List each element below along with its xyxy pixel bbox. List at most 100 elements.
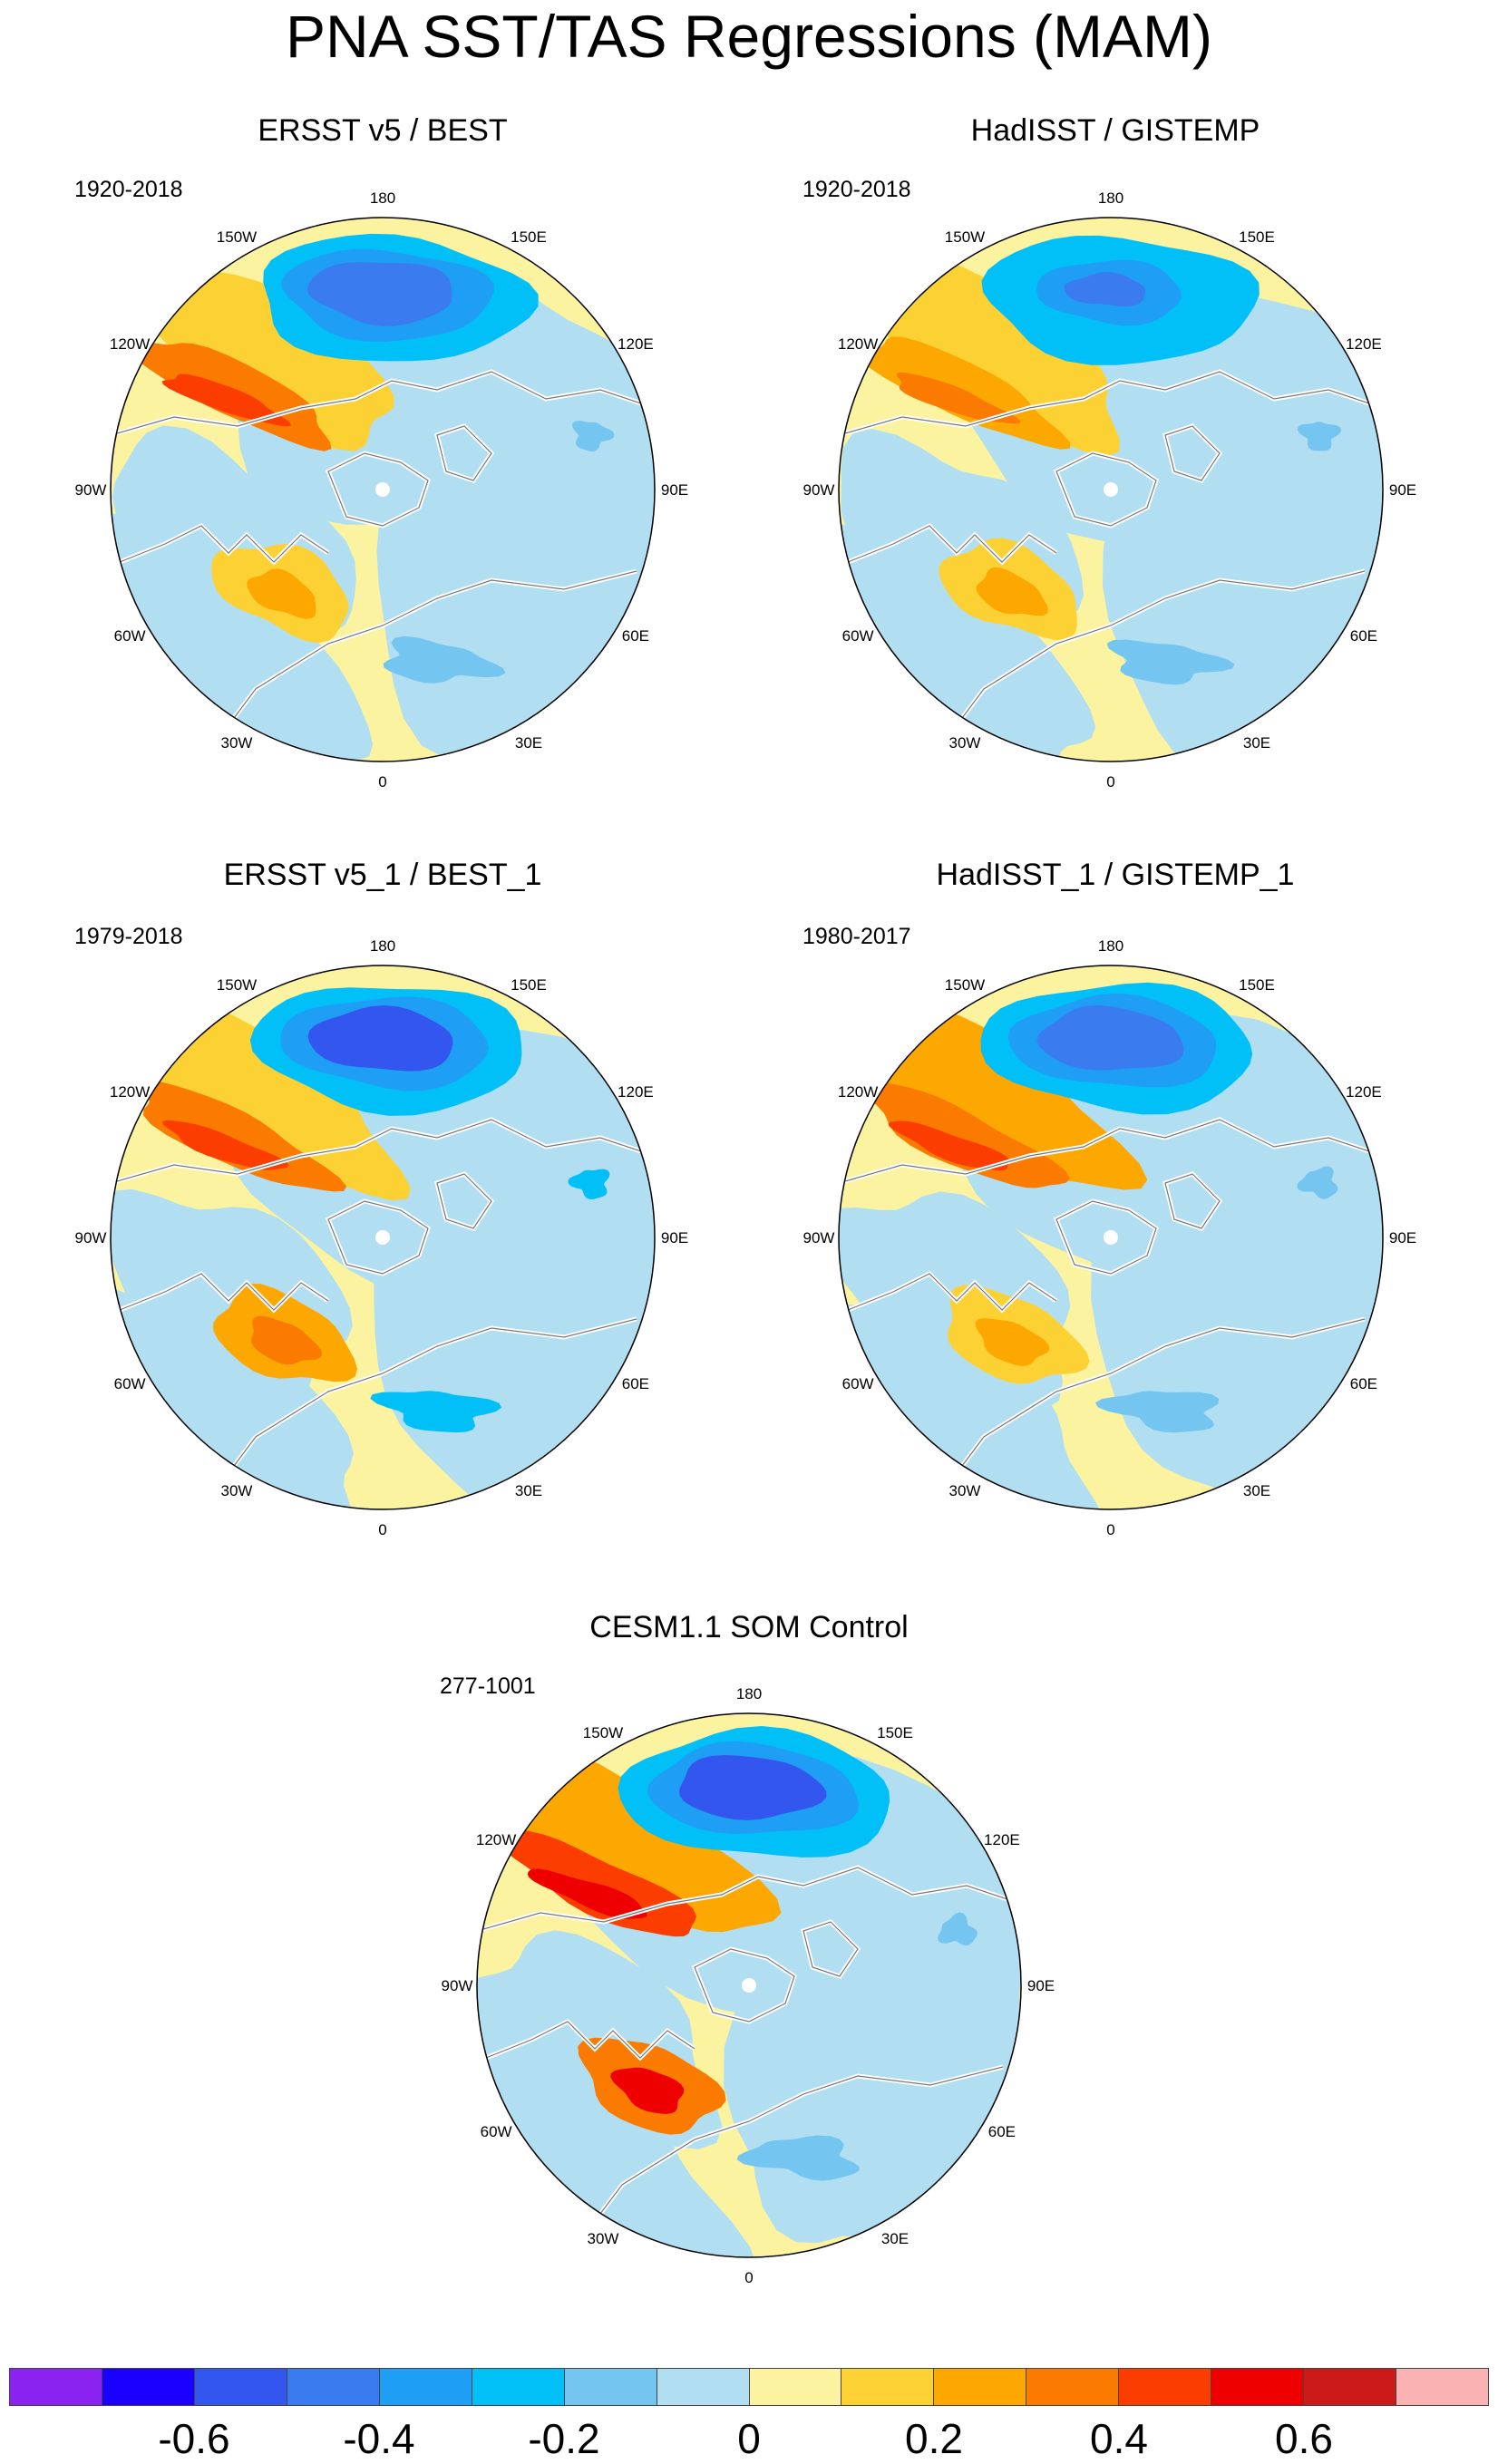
colorbar-swatch [564, 2369, 657, 2405]
figure-title: PNA SST/TAS Regressions (MAM) [285, 3, 1212, 70]
longitude-label: 30E [515, 1482, 542, 1499]
field-warm-atlantic-core [247, 568, 316, 619]
coastline [567, 2066, 1004, 2257]
longitude-label: 30W [949, 1482, 981, 1499]
longitude-label: 30E [881, 2230, 909, 2247]
field-warm-pacific-mid [143, 1081, 347, 1192]
field-cold-spot-east [938, 1912, 978, 1946]
longitude-label: 120E [1346, 335, 1382, 353]
longitude-label: 180 [736, 1685, 762, 1702]
longitude-label: 120W [476, 1831, 516, 1848]
colorbar-tick-label: -0.6 [158, 2415, 230, 2462]
map-boundary [110, 217, 656, 762]
pole-mask [1104, 482, 1118, 497]
field-warm-pacific-core [888, 1120, 1010, 1171]
longitude-label: 90W [442, 1977, 473, 1994]
longitude-label: 60E [988, 2123, 1016, 2140]
pole-mask [375, 482, 390, 497]
longitude-label: 120W [838, 1083, 878, 1101]
coastline [847, 1273, 1057, 1311]
longitude-label: 180 [1098, 189, 1124, 207]
period-label: 1979-2018 [74, 924, 183, 949]
colorbar-swatch [657, 2369, 750, 2405]
field-cold-spot-east [1297, 422, 1342, 451]
field-warm-atlantic-core [976, 567, 1048, 616]
colorbar-swatch [749, 2369, 842, 2405]
coastline [929, 570, 1366, 762]
field-warm-atlantic-core [610, 2067, 685, 2114]
coastline [485, 2021, 696, 2059]
field-cold-pacific-core [1064, 271, 1146, 307]
longitude-label: 150W [583, 1724, 623, 1741]
longitude-label: 90E [1389, 1229, 1416, 1247]
polar-map-hadisst-gistemp-1: 180 150E 120E 90E 60E 30E 0 30W 60W 90W 120W 150W [803, 937, 1417, 1538]
polar-map-ersst-best: 180 150E 120E 90E 60E 30E 0 30W 60W 90W 120W 150W [75, 189, 689, 791]
coastline [119, 1273, 329, 1311]
field-cold-atlantic-spot [736, 2135, 860, 2181]
field-cold-atlantic-spot [1106, 639, 1235, 685]
coastline [929, 1318, 1366, 1509]
longitude-label: 60E [1350, 1375, 1377, 1392]
field-cold-pacific-core [1066, 1021, 1152, 1055]
colorbar-tick-label: 0.6 [1275, 2415, 1333, 2462]
longitude-label: 0 [1106, 773, 1114, 791]
longitude-label: 30W [949, 734, 981, 752]
field-warm-pacific-core [896, 372, 1021, 424]
field-negative-atlantic-belt [111, 1280, 355, 1509]
longitude-label: 90W [803, 1229, 835, 1247]
coastline [1164, 1173, 1221, 1229]
longitude-label: 60W [842, 627, 874, 645]
field-cold-spot-east [568, 1169, 610, 1199]
longitude-label: 120E [618, 1083, 654, 1101]
regression-field [477, 1713, 1021, 2257]
colorbar [9, 2368, 1489, 2406]
field-negative-eurasia [1102, 345, 1383, 762]
longitude-label: 0 [744, 2269, 753, 2286]
colorbar-tick-label: -0.2 [528, 2415, 600, 2462]
field-cold-spot-east [1297, 1166, 1338, 1199]
field-negative-atlantic-belt [111, 512, 374, 762]
colorbar-swatch [102, 2369, 195, 2405]
regression-field [839, 965, 1383, 1509]
coastline [327, 452, 429, 527]
longitude-label: 30E [1243, 734, 1270, 752]
field-negative-atlantic-belt [839, 1281, 1106, 1509]
longitude-label: 60W [114, 1375, 146, 1392]
period-label: 277-1001 [440, 1673, 536, 1699]
coastlines [477, 1865, 1021, 2257]
longitude-label: 120W [110, 335, 150, 353]
coastline [200, 1318, 637, 1509]
colorbar-tick-label: -0.4 [343, 2415, 415, 2462]
pole-mask [742, 1978, 756, 1993]
period-label: 1980-2017 [802, 924, 911, 949]
field-cold-atlantic-spot [383, 635, 506, 684]
longitude-label: 150W [217, 228, 257, 246]
polar-map-hadisst-gistemp: 180 150E 120E 90E 60E 30E 0 30W 60W 90W 120W 150W [803, 189, 1417, 791]
panel-title-hadisst-gistemp-1: HadISST_1 / GISTEMP_1 [936, 858, 1295, 892]
coastline [436, 425, 492, 481]
field-negative-atlantic-belt [477, 2018, 757, 2257]
longitude-label: 150E [1239, 228, 1275, 246]
coastline [802, 1921, 859, 1977]
longitude-label: 150E [1239, 976, 1275, 994]
panel-title-cesm-som-control: CESM1.1 SOM Control [589, 1610, 909, 1644]
longitude-label: 30W [221, 1482, 253, 1499]
coastline [1164, 425, 1221, 481]
pole-mask [375, 1230, 390, 1245]
field-cold-pacific-core [704, 1770, 790, 1803]
longitude-label: 150E [877, 1724, 913, 1741]
longitude-label: 60W [114, 627, 146, 645]
coastline [1055, 1200, 1157, 1275]
panel-title-ersst-best: ERSST v5 / BEST [258, 113, 508, 148]
field-cold-spot-east [572, 421, 615, 451]
field-warm-pacific-core [162, 1120, 289, 1170]
coastline [436, 1173, 492, 1229]
coastline [327, 1200, 429, 1275]
longitude-label: 180 [370, 937, 395, 955]
field-cold-pacific-core [336, 1019, 420, 1054]
colorbar-swatch [10, 2369, 102, 2405]
field-warm-atlantic-core [975, 1318, 1050, 1366]
coastline [111, 1119, 655, 1184]
coastline [119, 525, 329, 563]
coastline [200, 570, 637, 762]
